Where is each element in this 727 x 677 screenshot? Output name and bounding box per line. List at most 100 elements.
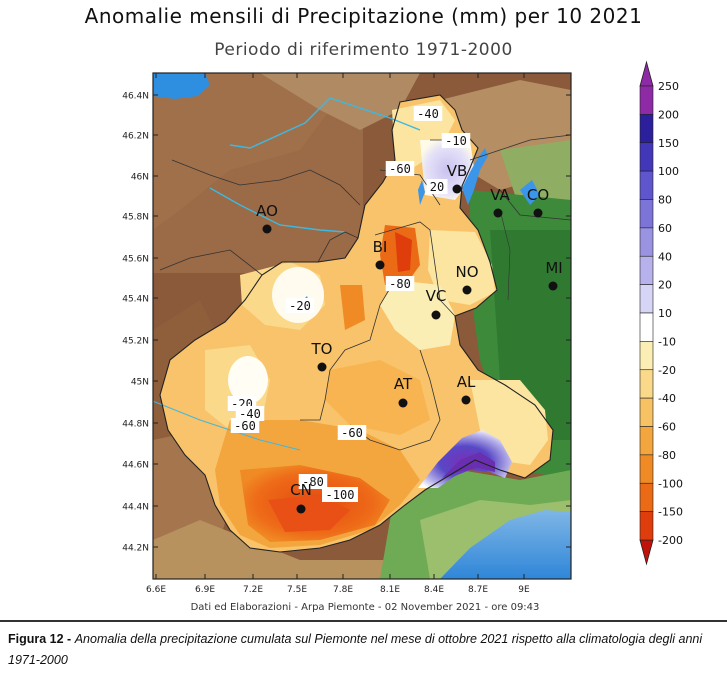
city-label: NO [455, 263, 478, 281]
contour-label-box [298, 474, 328, 489]
city-dot [317, 362, 327, 372]
legend-level-label: 250 [658, 80, 679, 93]
legend-swatch [639, 312, 654, 342]
caption-divider [0, 620, 727, 622]
city-dot [262, 224, 272, 234]
contour-label: -20 [289, 299, 311, 313]
lat-tick-label: 44.6N [122, 461, 149, 471]
lon-tick-label: 7.5E [287, 585, 307, 595]
map-subtitle: Periodo di riferimento 1971-2000 [214, 40, 513, 60]
city-dot [452, 184, 462, 194]
lat-tick-label: 46.4N [122, 92, 149, 102]
lat-tick-label: 45.4N [122, 295, 149, 305]
longitude-axis: 6.6E 6.9E 7.2E 7.5E 7.8E 8.1E 8.4E 8.7E 9E [146, 73, 530, 595]
legend-arrow-bottom [639, 539, 654, 566]
map-title: Anomalie mensili di Precipitazione (mm) … [84, 4, 643, 28]
lon-tick-label: 8.7E [468, 585, 488, 595]
lat-tick-label: 46N [131, 173, 149, 183]
city-label: TO [311, 340, 333, 358]
lon-tick-label: 6.9E [195, 585, 215, 595]
lat-tick-label: 45N [131, 378, 149, 388]
lake-geneva [153, 73, 210, 99]
legend-swatch [639, 454, 654, 484]
contour-label-box [337, 425, 367, 440]
city-markers: VB VA CO AO BI NO MI VC TO AT AL CN [256, 162, 563, 514]
contour-label: -60 [234, 419, 256, 433]
legend-level-label: 100 [658, 165, 679, 178]
figure-number: Figura 12 - [8, 632, 72, 646]
legend-level-label: -20 [658, 364, 676, 377]
legend-swatch [639, 369, 654, 399]
contour-label: -40 [417, 107, 439, 121]
legend-swatch [639, 227, 654, 257]
precipitation-anomaly-map: 46.4N 46.2N 46N 45.8N 45.6N 45.4N 45.2N 45N 44.8… [122, 60, 683, 595]
city-label: AT [394, 375, 413, 393]
figure-caption: Figura 12 - Anomalia della precipitazion… [8, 629, 723, 671]
legend-swatch [639, 341, 654, 371]
contour-label-box [285, 298, 315, 313]
legend-arrow-top [639, 60, 654, 87]
city-label: AL [457, 373, 476, 391]
legend-level-label: 60 [658, 222, 672, 235]
city-dot [296, 504, 306, 514]
legend-level-label: 40 [658, 250, 672, 263]
lat-tick-label: 45.2N [122, 337, 149, 347]
legend-level-label: -100 [658, 477, 683, 490]
lon-tick-label: 6.6E [146, 585, 166, 595]
map-plot-area [153, 73, 571, 579]
legend-level-label: 200 [658, 108, 679, 121]
map-frame [152, 72, 572, 580]
legend-swatch [639, 482, 654, 512]
contour-label: -10 [445, 134, 467, 148]
contour-label-box [385, 276, 415, 291]
contour-label: -40 [239, 407, 261, 421]
legend-swatch [639, 114, 654, 144]
city-dot [398, 398, 408, 408]
contour-label: 20 [430, 180, 444, 194]
city-label: CO [527, 186, 549, 204]
city-label: MI [545, 259, 562, 277]
city-dot [431, 310, 441, 320]
legend-level-label: -40 [658, 392, 676, 405]
legend-swatch [639, 284, 654, 314]
lat-tick-label: 44.4N [122, 503, 149, 513]
city-label: AO [256, 202, 278, 220]
lat-tick-label: 45.8N [122, 213, 149, 223]
lake-maggiore [462, 148, 488, 205]
lon-tick-label: 7.8E [333, 585, 353, 595]
lon-tick-label: 9E [518, 585, 530, 595]
city-label: VB [447, 162, 468, 180]
city-dot [375, 260, 385, 270]
city-dot [462, 285, 472, 295]
lat-tick-label: 44.8N [122, 420, 149, 430]
contour-label-box [385, 161, 415, 176]
legend-swatch [639, 142, 654, 172]
legend-level-label: -10 [658, 335, 676, 348]
city-label: CN [290, 481, 312, 499]
legend-level-label: 80 [658, 194, 672, 207]
contour-label: -60 [389, 162, 411, 176]
city-dot [548, 281, 558, 291]
lon-tick-label: 8.4E [424, 585, 444, 595]
legend-swatch [639, 255, 654, 285]
legend-level-label: -150 [658, 506, 683, 519]
color-legend: 250 200 150 100 80 60 40 20 10 -10 -20 -40 -60 -80 -10… [639, 60, 683, 566]
ligurian-sea [440, 510, 571, 579]
contour-label-box [322, 487, 358, 502]
city-dot [461, 395, 471, 405]
contour-label: -60 [341, 426, 363, 440]
caption-text: Anomalia della precipitazione cumulata s… [8, 632, 703, 667]
city-dot [533, 208, 543, 218]
contour-label-box [413, 106, 443, 121]
lat-tick-label: 44.2N [122, 544, 149, 554]
legend-swatch [639, 199, 654, 229]
contour-label-box [235, 406, 265, 421]
lon-tick-label: 7.2E [243, 585, 263, 595]
contour-label-box [441, 133, 471, 148]
lat-tick-label: 46.2N [122, 132, 149, 142]
legend-level-label: -200 [658, 534, 683, 547]
legend-level-label: -60 [658, 421, 676, 434]
legend-swatch [639, 511, 654, 541]
city-dot [493, 208, 503, 218]
